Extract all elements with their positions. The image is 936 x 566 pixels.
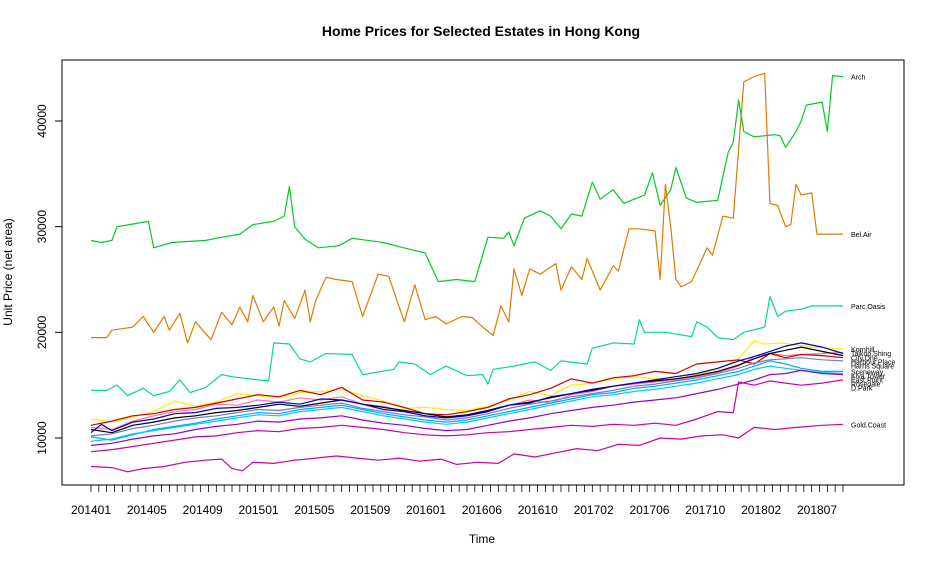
- y-tick-label: 10000: [35, 421, 49, 455]
- x-tick-label: 201509: [350, 503, 390, 517]
- series-label-kiva-tower: Kiva.Tower: [851, 373, 886, 380]
- x-tick-label: 201409: [183, 503, 223, 517]
- series-line-kornhill: [90, 340, 844, 423]
- x-tick-label: 201606: [462, 503, 502, 517]
- series-label-gold-coast: Gold.Coast: [851, 422, 886, 429]
- x-axis: 201401 201405 201409 201501 201505 201509 2016…: [71, 484, 844, 517]
- y-axis-label: Unit Price (net area): [1, 218, 15, 325]
- series-labels: Arch Bel.Air Parc.Oasis KornhillTaikoo.Shin…: [851, 75, 895, 430]
- series-line-harbour-place: [90, 346, 844, 434]
- x-tick-label: 201501: [239, 503, 279, 517]
- series-label-rosedale: Rosedale: [851, 381, 881, 388]
- y-axis: 10000 20000 30000 40000: [35, 104, 63, 455]
- x-tick-label: 201702: [574, 503, 614, 517]
- x-tick-label: 201802: [741, 503, 781, 517]
- series-line-harris-square: [90, 357, 844, 437]
- series-label-taikoo-shing: Taikoo.Shing: [851, 351, 891, 358]
- x-tick-label: 201505: [294, 503, 334, 517]
- series-label-harbour-place: Harbour.Place: [851, 360, 895, 367]
- series-line-rosedale: [90, 369, 844, 446]
- series-line-parc-oasis: [91, 295, 843, 397]
- x-tick-label: 201405: [127, 503, 167, 517]
- series-line-sceneway: [90, 360, 843, 441]
- series-label-east-point: East.Point: [851, 377, 883, 384]
- series-label-kornhill: Kornhill: [851, 347, 875, 354]
- x-tick-label: 201601: [406, 503, 446, 517]
- series-line-kiva-tower: [90, 365, 844, 442]
- series-label-city-one: City.One: [851, 356, 878, 363]
- series-label-sceneway: Sceneway: [851, 369, 884, 376]
- series-label-bel-air: Bel.Air: [851, 232, 872, 239]
- y-tick-label: 30000: [35, 210, 49, 244]
- chart-title: Home Prices for Selected Estates in Hong…: [322, 23, 640, 39]
- x-tick-label: 201710: [685, 503, 725, 517]
- series-line-east-point: [90, 342, 844, 434]
- x-tick-label: 201706: [629, 503, 669, 517]
- series-layer: [90, 72, 844, 473]
- x-tick-label: 201807: [797, 503, 837, 517]
- series-line-arch: [90, 75, 844, 283]
- series-line-gold-coast: [90, 423, 844, 473]
- x-tick-label: 201610: [518, 503, 558, 517]
- series-label-arch: Arch: [851, 75, 866, 82]
- series-line-d-park: [90, 379, 844, 453]
- series-line-bel-air: [91, 72, 843, 344]
- y-tick-label: 40000: [35, 104, 49, 138]
- y-tick-label: 20000: [35, 315, 49, 349]
- x-tick-label: 201401: [71, 503, 111, 517]
- x-axis-label: Time: [469, 532, 496, 546]
- series-label-harris-square: Harris Square: [851, 364, 894, 371]
- series-line-city-one: [90, 352, 844, 426]
- series-label-parc-oasis: Parc.Oasis: [851, 304, 886, 311]
- series-label-d-park: D.Park: [851, 385, 873, 392]
